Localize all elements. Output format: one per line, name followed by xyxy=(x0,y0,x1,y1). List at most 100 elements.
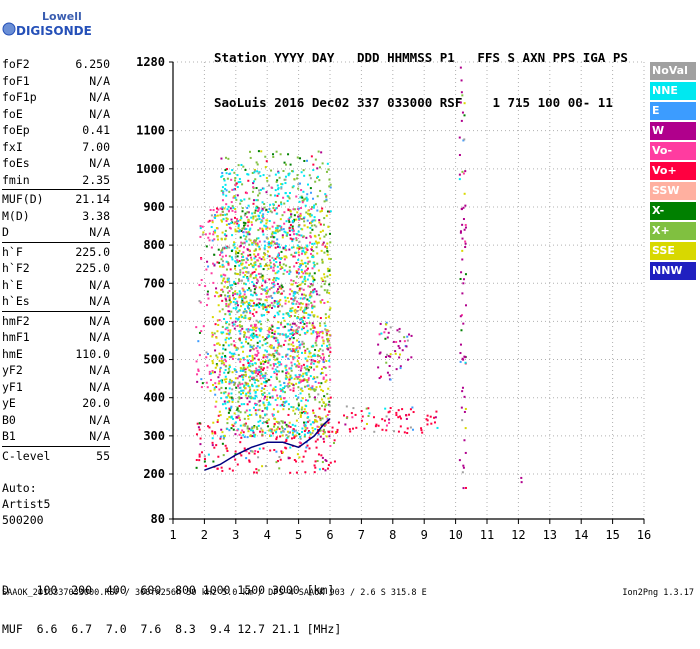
echo-point xyxy=(295,347,298,350)
echo-point xyxy=(248,197,251,200)
echo-point xyxy=(276,397,279,400)
echo-point xyxy=(324,458,327,461)
echo-point xyxy=(244,373,247,376)
echo-point xyxy=(296,244,299,247)
echo-point xyxy=(274,368,277,371)
echo-point xyxy=(279,303,282,306)
echo-point xyxy=(247,328,250,331)
echo-point xyxy=(259,370,262,373)
echo-point xyxy=(272,336,275,339)
echo-point xyxy=(273,333,276,336)
echo-point xyxy=(278,224,281,227)
echo-point xyxy=(302,455,305,458)
echo-point xyxy=(249,273,252,276)
echo-point xyxy=(295,419,298,422)
muf-distance-scale: D 100 200 400 600 800 1000 1500 3000 [km… xyxy=(2,558,341,649)
echo-point xyxy=(265,292,268,295)
echo-point xyxy=(311,228,314,231)
echo-point xyxy=(228,255,231,258)
echo-point xyxy=(247,415,250,418)
echo-point xyxy=(249,309,252,312)
echo-point xyxy=(221,251,224,254)
param-row: h`F2 225.0 xyxy=(2,260,110,277)
distance-row: D 100 200 400 600 800 1000 1500 3000 [km… xyxy=(2,583,335,597)
echo-point xyxy=(243,282,246,285)
echo-point xyxy=(291,333,294,336)
echo-point xyxy=(313,314,316,317)
echo-point xyxy=(266,219,269,222)
echo-point xyxy=(289,374,292,377)
echo-point xyxy=(242,373,245,376)
echo-point xyxy=(265,381,268,384)
echo-point xyxy=(243,384,246,387)
echo-point xyxy=(273,264,276,267)
echo-point xyxy=(273,316,276,319)
echo-point xyxy=(243,423,246,426)
echo-point xyxy=(229,227,232,230)
echo-point xyxy=(265,421,268,424)
echo-point xyxy=(270,242,273,245)
echo-point xyxy=(307,306,310,309)
echo-point xyxy=(328,431,331,434)
echo-point xyxy=(309,296,312,299)
echo-point xyxy=(238,245,241,248)
echo-point xyxy=(308,274,311,277)
echo-point xyxy=(259,188,262,191)
echo-point xyxy=(273,301,276,304)
echo-point xyxy=(461,386,464,389)
echo-point xyxy=(229,409,232,412)
echo-point xyxy=(288,385,291,388)
echo-point xyxy=(282,408,285,411)
echo-point xyxy=(205,245,208,248)
param-row: foF2 6.250 xyxy=(2,56,110,73)
echo-point xyxy=(228,387,231,390)
echo-point xyxy=(248,150,251,153)
y-tick-label: 300 xyxy=(143,429,165,443)
echo-point xyxy=(199,225,202,228)
echo-point xyxy=(377,424,380,427)
echo-point xyxy=(242,227,245,230)
echo-point xyxy=(293,356,296,359)
echo-point xyxy=(244,371,247,374)
echo-point xyxy=(206,293,209,296)
echo-point xyxy=(199,235,202,238)
echo-point xyxy=(269,235,272,238)
echo-point xyxy=(211,333,214,336)
echo-point xyxy=(228,365,231,368)
echo-point xyxy=(280,425,283,428)
echo-point xyxy=(290,405,293,408)
echo-point xyxy=(275,207,278,210)
echo-point xyxy=(461,357,464,360)
echo-point xyxy=(322,339,325,342)
echo-point xyxy=(256,278,259,281)
echo-point xyxy=(269,449,272,452)
echo-point xyxy=(264,279,267,282)
y-tick-label: 1000 xyxy=(136,162,165,176)
echo-point xyxy=(240,252,243,255)
echo-point xyxy=(329,241,332,244)
echo-point xyxy=(224,280,227,283)
echo-point xyxy=(384,328,387,331)
echo-point xyxy=(299,437,302,440)
echo-point xyxy=(317,269,320,272)
echo-point xyxy=(243,368,246,371)
echo-point xyxy=(292,356,295,359)
echo-point xyxy=(238,330,241,333)
echo-point xyxy=(395,411,398,414)
echo-point xyxy=(216,419,219,422)
echo-point xyxy=(240,215,243,218)
echo-point xyxy=(215,211,218,214)
echo-point xyxy=(234,290,237,293)
echo-point xyxy=(272,278,275,281)
echo-point xyxy=(258,447,261,450)
echo-point xyxy=(237,383,240,386)
echo-point xyxy=(218,343,221,346)
echo-point xyxy=(255,237,258,240)
echo-point xyxy=(241,242,244,245)
echo-point xyxy=(247,391,250,394)
param-row: h`Es N/A xyxy=(2,293,110,310)
echo-point xyxy=(281,403,284,406)
echo-point xyxy=(251,243,254,246)
station-header: Station YYYY DAY DDD HHMMSS P1 FFS S AXN… xyxy=(214,20,628,125)
echo-point xyxy=(260,258,263,261)
